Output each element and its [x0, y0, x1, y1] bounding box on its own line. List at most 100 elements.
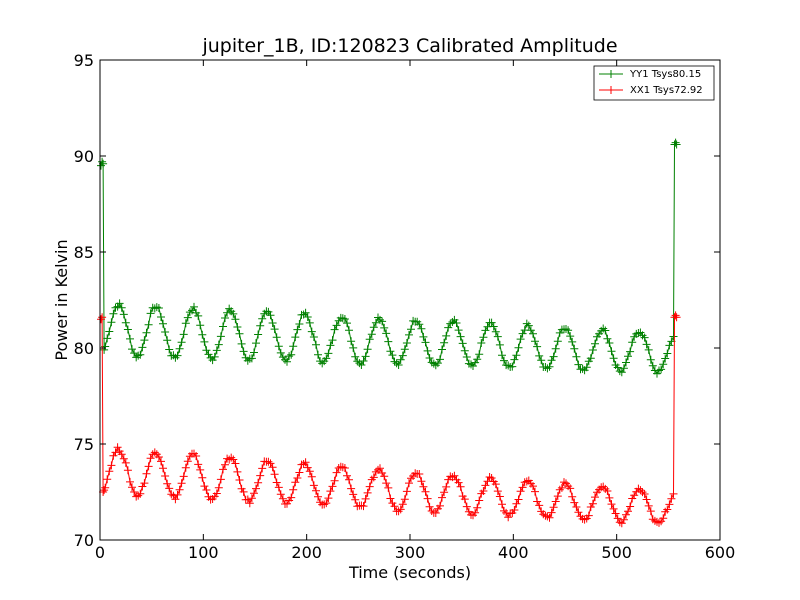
data-point: [123, 325, 132, 334]
data-point: [123, 466, 132, 475]
data-point: [615, 367, 624, 376]
data-point: [611, 509, 620, 518]
data-point: [460, 346, 469, 355]
data-point: [254, 478, 263, 487]
data-point: [293, 474, 302, 482]
data-point: [324, 494, 333, 503]
data-point: [212, 346, 221, 355]
data-point: [619, 364, 628, 373]
data-point: [628, 494, 637, 503]
data-point: [440, 488, 449, 497]
data-point: [444, 323, 453, 332]
data-point: [146, 309, 155, 318]
ticks-layer: 0 100 200 300 400 500 600 70 75 80 85 90 95: [74, 51, 736, 562]
data-point: [584, 511, 593, 520]
data-point: [291, 333, 300, 342]
data-point: [599, 324, 608, 333]
data-point: [531, 487, 539, 496]
data-point: [183, 313, 192, 322]
data-point: [175, 485, 184, 494]
data-point: [295, 320, 304, 328]
data-point: [309, 481, 318, 490]
data-point: [272, 478, 281, 487]
data-point: [514, 343, 523, 352]
data-point: [345, 475, 353, 484]
data-point: [359, 357, 368, 365]
data-point: [574, 508, 583, 517]
data-point: [171, 353, 180, 362]
data-point: [531, 337, 539, 346]
data-point: [624, 507, 632, 516]
data-point: [402, 487, 411, 496]
x-tick-label: 500: [601, 543, 632, 562]
data-point: [380, 472, 389, 481]
data-point: [235, 329, 244, 338]
legend-label-yy1: YY1 Tsys80.15: [629, 69, 701, 80]
data-point: [361, 352, 370, 361]
data-point: [655, 366, 663, 375]
data-point: [491, 480, 500, 489]
data-point: [671, 138, 680, 147]
data-point: [390, 357, 399, 366]
data-point: [659, 514, 668, 523]
chart-title: jupiter_1B, ID:120823 Calibrated Amplitu…: [201, 35, 617, 57]
data-point: [109, 451, 118, 460]
data-point: [295, 468, 304, 477]
data-point: [456, 332, 465, 341]
data-point: [134, 491, 143, 500]
data-point: [495, 340, 504, 349]
data-point: [469, 362, 477, 370]
data-point: [200, 482, 209, 491]
data-point: [231, 459, 240, 468]
data-point: [580, 515, 589, 524]
data-point: [312, 340, 320, 349]
data-point: [134, 351, 143, 360]
data-point: [471, 508, 480, 517]
data-point: [384, 483, 393, 492]
data-point: [293, 325, 302, 334]
data-point: [415, 320, 424, 329]
data-point: [605, 493, 614, 502]
data-point: [574, 360, 583, 369]
data-point: [533, 342, 542, 351]
data-point: [512, 499, 521, 508]
x-tick-label: 600: [705, 543, 736, 562]
data-point: [343, 319, 351, 328]
data-point: [526, 326, 535, 335]
data-point: [355, 359, 364, 368]
data-point: [239, 487, 248, 496]
data-point: [475, 350, 484, 359]
data-point: [177, 479, 186, 488]
data-point: [107, 318, 116, 327]
data-point: [588, 499, 597, 508]
data-point: [367, 330, 376, 339]
data-point: [243, 495, 252, 504]
data-point: [369, 473, 378, 482]
data-point: [113, 302, 122, 311]
data-point: [365, 335, 374, 344]
data-point: [239, 347, 248, 356]
data-point: [646, 507, 655, 516]
data-point: [653, 517, 661, 526]
data-point: [566, 484, 575, 493]
data-point: [233, 323, 242, 331]
data-point: [121, 458, 130, 467]
data-point: [105, 327, 114, 336]
data-point: [330, 476, 339, 485]
data-point: [347, 337, 356, 346]
data-point: [644, 345, 653, 354]
data-point: [440, 338, 449, 347]
data-point: [436, 501, 444, 510]
data-point: [510, 506, 519, 514]
y-tick-label: 90: [74, 147, 94, 166]
data-point: [648, 361, 657, 370]
data-point: [307, 472, 316, 481]
data-point: [117, 303, 126, 312]
data-point: [510, 355, 519, 364]
data-point: [338, 314, 347, 323]
data-point: [229, 455, 238, 464]
data-point: [363, 488, 372, 497]
data-point: [297, 460, 306, 469]
data-point: [216, 332, 225, 341]
data-point: [256, 471, 265, 480]
